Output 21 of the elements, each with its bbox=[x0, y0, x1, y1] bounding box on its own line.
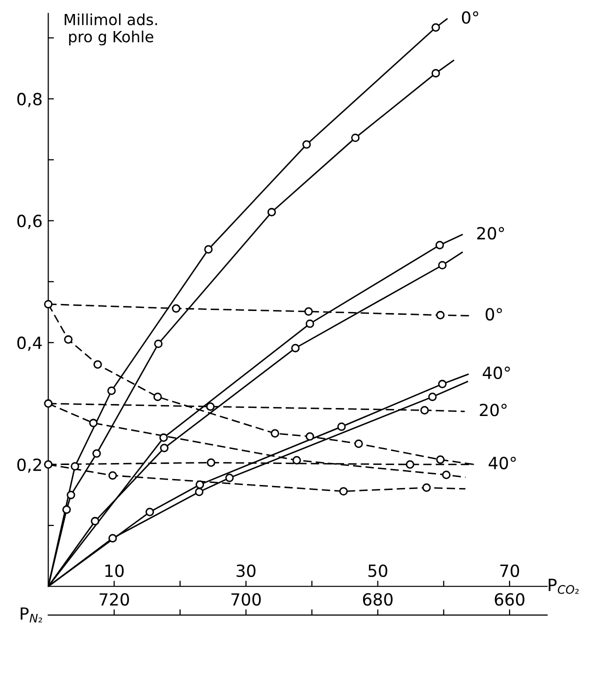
y-tick-label: 0,8 bbox=[17, 92, 42, 108]
x-tick-label: 50 bbox=[368, 564, 388, 578]
annotation: 20° bbox=[480, 404, 507, 416]
x-tick-label: 70 bbox=[500, 564, 520, 578]
y-tick-label: 0,2 bbox=[17, 458, 42, 473]
x2-tick-label: 680 bbox=[363, 593, 393, 606]
annotation: 40° bbox=[488, 456, 516, 470]
x-tick-label: 30 bbox=[236, 564, 256, 578]
x-tick-label: 10 bbox=[105, 564, 124, 578]
x2-tick-label: 700 bbox=[231, 593, 261, 606]
annotation: 20° bbox=[477, 226, 504, 240]
x2-tick-label: 720 bbox=[100, 593, 129, 606]
annotation: 0° bbox=[462, 11, 478, 24]
x-axis-title: P$_{CO₂}$ bbox=[548, 578, 579, 594]
annotation: 0° bbox=[486, 308, 502, 321]
x2-axis-title: P$_{N₂}$ bbox=[20, 607, 42, 622]
annotation: 40° bbox=[482, 366, 510, 380]
y-tick-label: 0,4 bbox=[17, 336, 42, 351]
y-axis-title: Millimol ads. pro g Kohle bbox=[64, 13, 157, 46]
y-tick-label: 0,6 bbox=[17, 214, 42, 229]
x2-tick-label: 660 bbox=[494, 593, 524, 606]
